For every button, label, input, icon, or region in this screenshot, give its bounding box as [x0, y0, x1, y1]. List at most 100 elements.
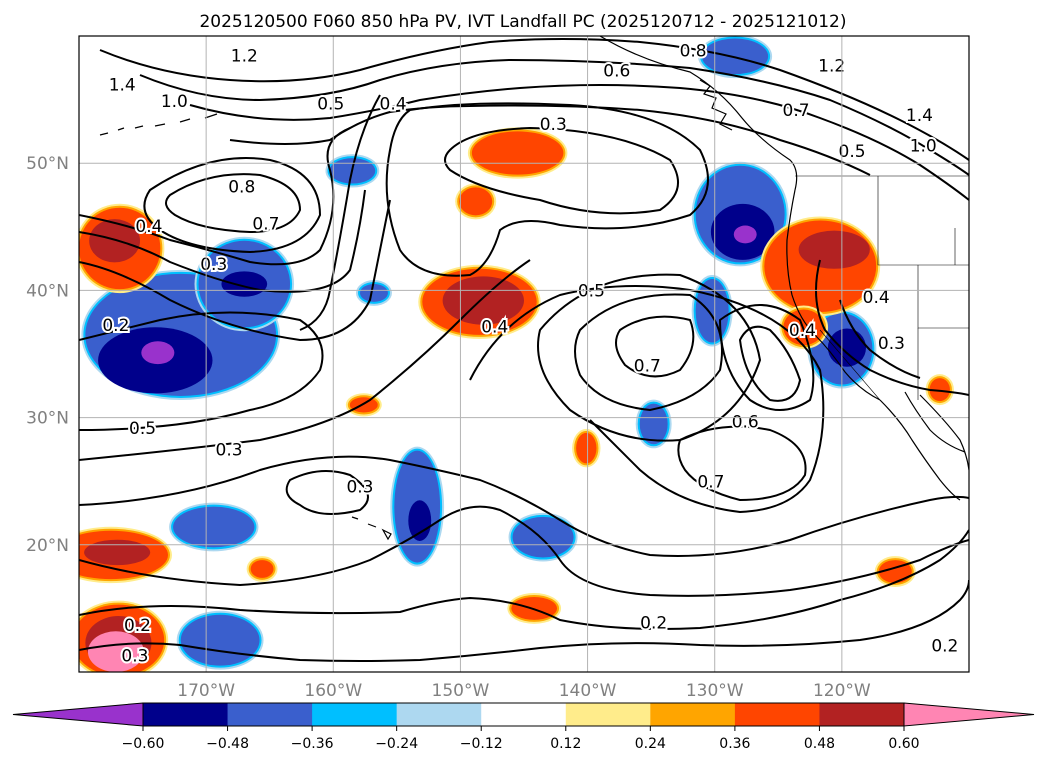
colorbar-segment [734, 703, 820, 726]
pv-shaded-area [733, 225, 757, 244]
longitude-tick-label: 170°W [177, 681, 235, 701]
pv-shaded-area [576, 432, 597, 464]
contour-label: 0.5 [578, 282, 605, 302]
colorbar-tick-label: −0.12 [460, 736, 503, 752]
contour-label: 0.4 [863, 288, 890, 308]
colorbar-segment [819, 703, 905, 726]
contour-label: 0.3 [121, 647, 148, 667]
pv-shaded-area [221, 271, 268, 297]
contour-label: 0.7 [697, 472, 724, 492]
longitude-tick-label: 140°W [559, 681, 617, 701]
colorbar-segment [396, 703, 482, 726]
contour-label: 0.2 [931, 637, 958, 657]
contour-label: 0.2 [102, 316, 129, 336]
pv-contour-layer [79, 38, 969, 662]
us-west-coast [786, 189, 881, 401]
colorbar-tick-label: 0.12 [550, 736, 581, 752]
pv-shaded-area [798, 230, 870, 269]
longitude-tick-label: 120°W [813, 681, 871, 701]
pv-shaded-area [695, 278, 729, 343]
contour-line [444, 126, 679, 215]
colorbar-segment [565, 703, 651, 726]
pv-shaded-area [827, 328, 867, 367]
contour-line [299, 94, 381, 331]
contour-line [79, 199, 391, 342]
latitude-tick-label: 30°N [26, 409, 69, 429]
contour-label: 0.3 [216, 441, 243, 461]
pv-shaded-area [89, 219, 141, 263]
contour-label: 0.3 [878, 334, 905, 354]
colorbar-segment [312, 703, 398, 726]
pv-shaded-area [442, 276, 524, 325]
map-frame [78, 35, 970, 673]
longitude-tick-label: 150°W [432, 681, 490, 701]
contour-line [79, 455, 969, 557]
pv-shaded-area [141, 341, 175, 365]
contour-line [677, 425, 807, 502]
contour-line [574, 293, 723, 412]
contour-label: 0.8 [680, 41, 707, 61]
contour-label: 0.6 [603, 62, 630, 82]
hawaii-islands [351, 516, 392, 541]
contour-line [79, 505, 969, 597]
contour-line [815, 259, 969, 396]
colorbar-max-extension [903, 702, 1035, 727]
mexico-coast [919, 394, 969, 471]
pv-shaded-area [173, 506, 255, 548]
contour-line [165, 173, 302, 234]
longitude-tick-label: 130°W [686, 681, 744, 701]
colorbar-tick-label: −0.48 [206, 736, 249, 752]
colorbar-outline [142, 702, 905, 727]
pv-shaded-area [459, 187, 493, 216]
pv-shaded-area [929, 378, 950, 402]
longitude-tick-labels: 170°W 160°W 150°W 140°W 130°W 120°W [177, 681, 871, 701]
colorbar-segment [481, 703, 567, 726]
colorbar: −0.60 −0.48 −0.36 −0.24 −0.12 0.12 0.24 0.36 0.4… [12, 702, 1035, 752]
contour-line [99, 38, 969, 161]
contour-line [839, 299, 921, 379]
contour-label: 0.3 [346, 478, 373, 498]
contour-line [139, 58, 969, 176]
latitude-tick-labels: 20°N 30°N 40°N 50°N [26, 154, 69, 556]
longitude-tick-label: 160°W [304, 681, 362, 701]
contour-label: 1.0 [910, 137, 937, 157]
contour-line [385, 102, 709, 277]
contour-label: 0.8 [228, 177, 255, 197]
contour-line [537, 273, 762, 442]
contour-label: 0.3 [540, 115, 567, 135]
contour-label: 0.5 [839, 142, 866, 162]
contour-line [79, 259, 531, 461]
contour-label: 0.5 [129, 419, 156, 439]
colorbar-min-extension [12, 702, 144, 727]
pv-shaded-area [349, 397, 378, 413]
graticule [79, 36, 969, 672]
pv-shaded-area [180, 614, 260, 666]
map-title: 2025120500 F060 850 hPa PV, IVT Landfall… [199, 12, 846, 32]
contour-line [79, 311, 324, 431]
contour-label: 0.2 [124, 616, 151, 636]
contour-label: 0.3 [200, 255, 227, 275]
contour-line [229, 104, 871, 176]
colorbar-segment [143, 703, 229, 726]
pv-shaded-area [359, 284, 388, 302]
contour-line [718, 304, 815, 411]
contour-label: 1.0 [161, 92, 188, 112]
colorbar-tick-label: −0.24 [375, 736, 418, 752]
colorbar-tick-label: 0.48 [804, 736, 835, 752]
aleutian-islands [99, 113, 218, 136]
pv-shaded-area [639, 403, 668, 445]
contour-label: 0.4 [481, 317, 508, 337]
latitude-tick-label: 20°N [26, 536, 69, 556]
pv-shaded-area [87, 631, 144, 672]
pv-shaded-area [471, 131, 564, 175]
contour-label: 1.4 [109, 76, 136, 96]
contour-line [738, 325, 802, 402]
latitude-tick-label: 50°N [26, 154, 69, 174]
contour-line [615, 315, 695, 378]
contour-label: 0.7 [783, 101, 810, 121]
pv-shaded-area [84, 539, 151, 566]
contour-line [79, 579, 969, 662]
contour-label: 0.7 [634, 357, 661, 377]
colorbar-segment [650, 703, 736, 726]
contour-label: 1.2 [231, 46, 258, 66]
